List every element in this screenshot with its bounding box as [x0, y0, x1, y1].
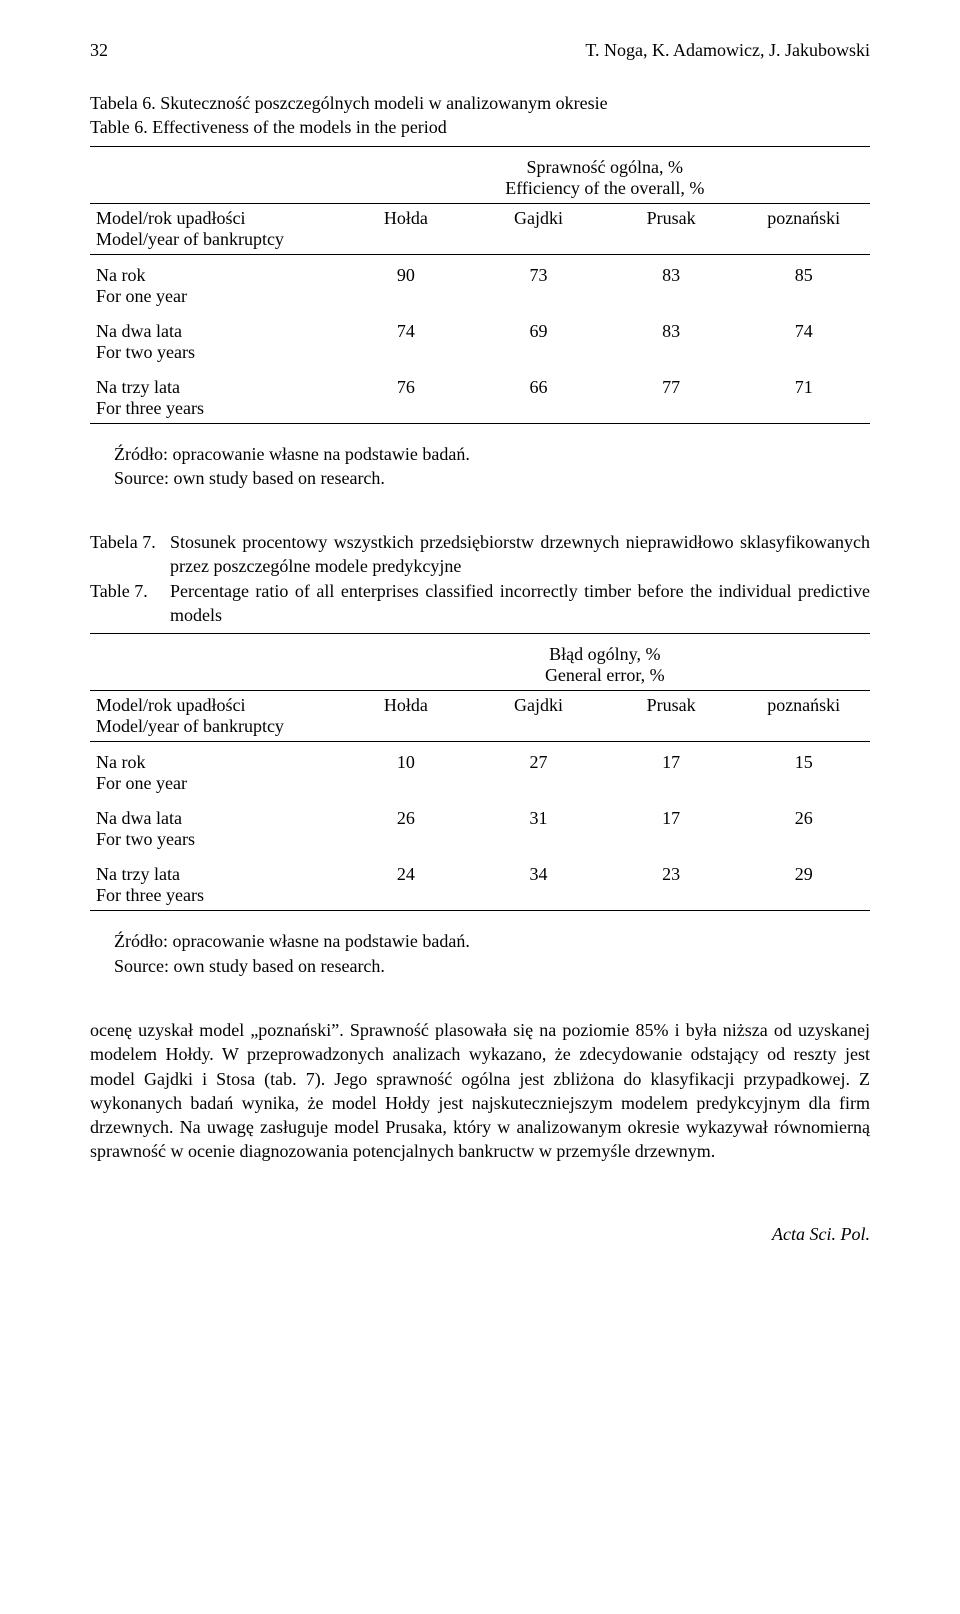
page-footer: Acta Sci. Pol.: [90, 1224, 870, 1245]
table7-r0-en: For one year: [96, 773, 187, 793]
cell: 83: [605, 254, 738, 311]
table7-cap-pl-rest: Stosunek procentowy wszystkich przedsięb…: [170, 530, 870, 579]
table7-subhead-en: General error, %: [545, 665, 665, 685]
source-en: Source: own study based on research.: [114, 468, 385, 488]
table7-col2: Prusak: [605, 691, 738, 742]
table7-r0-pl: Na rok: [96, 752, 145, 772]
cell: 69: [472, 311, 605, 367]
table6-caption-en: Table 6. Effectiveness of the models in …: [90, 115, 870, 139]
table6-r2-pl: Na trzy lata: [96, 377, 180, 397]
table7-r2-en: For three years: [96, 885, 204, 905]
table6-col0: Hołda: [340, 203, 473, 254]
cell: 23: [605, 854, 738, 911]
table-row: Na dwa lata For two years: [90, 311, 340, 367]
table6-r1-pl: Na dwa lata: [96, 321, 182, 341]
page-header: 32 T. Noga, K. Adamowicz, J. Jakubowski: [90, 40, 870, 61]
table6-r1-en: For two years: [96, 342, 195, 362]
table7-r2-pl: Na trzy lata: [96, 864, 180, 884]
cell: 77: [605, 367, 738, 424]
table7-col0: Hołda: [340, 691, 473, 742]
cell: 15: [737, 742, 870, 799]
table6-source: Źródło: opracowanie własne na podstawie …: [114, 442, 870, 491]
table7-rowlabel-pl: Model/rok upadłości: [96, 695, 245, 715]
cell: 66: [472, 367, 605, 424]
cell: 76: [340, 367, 473, 424]
table7-r1-en: For two years: [96, 829, 195, 849]
table7-subhead-pl: Błąd ogólny, %: [549, 644, 660, 664]
cell: 34: [472, 854, 605, 911]
table6-rowlabel-head: Model/rok upadłości Model/year of bankru…: [90, 203, 340, 254]
cell: 29: [737, 854, 870, 911]
table6-subhead-pl: Sprawność ogólna, %: [527, 157, 683, 177]
table7-cap-en-rest: Percentage ratio of all enterprises clas…: [170, 579, 870, 628]
cell: 26: [340, 798, 473, 854]
cell: 83: [605, 311, 738, 367]
cell: 31: [472, 798, 605, 854]
cell: 10: [340, 742, 473, 799]
table-row: Na trzy lata For three years: [90, 367, 340, 424]
table7-col3: poznański: [737, 691, 870, 742]
table6-col2: Prusak: [605, 203, 738, 254]
table-row: Na trzy lata For three years: [90, 854, 340, 911]
table7-caption: Tabela 7. Stosunek procentowy wszystkich…: [90, 530, 870, 627]
table7-rowlabel-head: Model/rok upadłości Model/year of bankru…: [90, 691, 340, 742]
cell: 24: [340, 854, 473, 911]
table7-cap-en-prefix: Table 7.: [90, 579, 170, 628]
header-authors: T. Noga, K. Adamowicz, J. Jakubowski: [585, 40, 870, 61]
table6-caption-pl: Tabela 6. Skuteczność poszczególnych mod…: [90, 91, 870, 115]
table6-rowlabel-pl: Model/rok upadłości: [96, 208, 245, 228]
body-paragraph: ocenę uzyskał model „poznański”. Sprawno…: [90, 1018, 870, 1164]
table6: Sprawność ogólna, % Efficiency of the ov…: [90, 146, 870, 424]
cell: 85: [737, 254, 870, 311]
cell: 90: [340, 254, 473, 311]
table-row: Na rok For one year: [90, 254, 340, 311]
cell: 17: [605, 798, 738, 854]
table7-subhead: Błąd ogólny, % General error, %: [340, 634, 870, 691]
table7: Błąd ogólny, % General error, % Model/ro…: [90, 633, 870, 911]
table7-rowlabel-en: Model/year of bankruptcy: [96, 716, 284, 736]
source-pl: Źródło: opracowanie własne na podstawie …: [114, 444, 470, 464]
table6-col3: poznański: [737, 203, 870, 254]
table6-subhead-en: Efficiency of the overall, %: [505, 178, 704, 198]
cell: 74: [737, 311, 870, 367]
source-en2: Source: own study based on research.: [114, 956, 385, 976]
table-row: Na rok For one year: [90, 742, 340, 799]
table7-col1: Gajdki: [472, 691, 605, 742]
cell: 74: [340, 311, 473, 367]
cell: 71: [737, 367, 870, 424]
table7-source: Źródło: opracowanie własne na podstawie …: [114, 929, 870, 978]
cell: 26: [737, 798, 870, 854]
cell: 17: [605, 742, 738, 799]
cell: 27: [472, 742, 605, 799]
table6-subhead: Sprawność ogólna, % Efficiency of the ov…: [340, 146, 870, 203]
table7-r1-pl: Na dwa lata: [96, 808, 182, 828]
source-pl2: Źródło: opracowanie własne na podstawie …: [114, 931, 470, 951]
table6-r0-en: For one year: [96, 286, 187, 306]
table-row: Na dwa lata For two years: [90, 798, 340, 854]
table6-r2-en: For three years: [96, 398, 204, 418]
table6-caption: Tabela 6. Skuteczność poszczególnych mod…: [90, 91, 870, 140]
cell: 73: [472, 254, 605, 311]
table6-r0-pl: Na rok: [96, 265, 145, 285]
table7-cap-pl-prefix: Tabela 7.: [90, 530, 170, 579]
table6-col1: Gajdki: [472, 203, 605, 254]
table6-rowlabel-en: Model/year of bankruptcy: [96, 229, 284, 249]
page-number: 32: [90, 40, 108, 61]
